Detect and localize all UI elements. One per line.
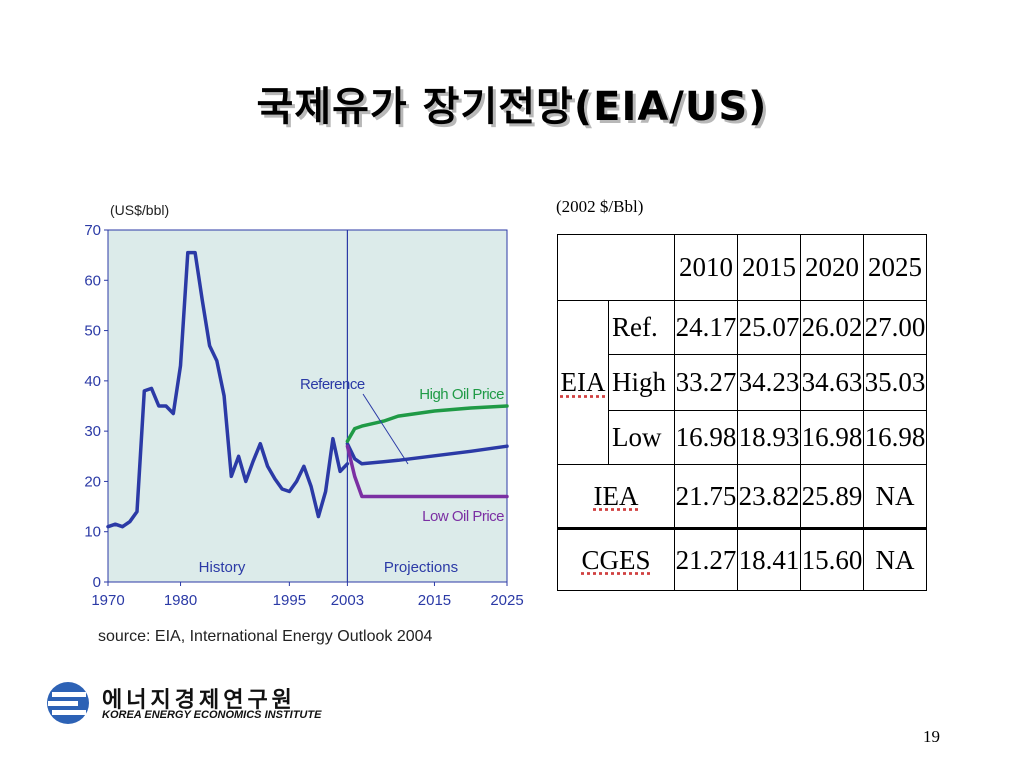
- series-label-low-oil-price: Low Oil Price: [422, 508, 504, 525]
- x-tick-label: 2015: [418, 592, 451, 609]
- table-cell: 33.27: [674, 354, 738, 411]
- table-header-2025: 2025: [863, 234, 927, 301]
- table-cell: 34.63: [800, 354, 864, 411]
- y-tick-label: 0: [93, 574, 101, 591]
- y-tick-label: 50: [84, 323, 101, 340]
- table-header-2010: 2010: [674, 234, 738, 301]
- low-oil-price-line: [345, 444, 509, 499]
- y-tick-label: 20: [84, 473, 101, 490]
- x-tick-label: 1980: [164, 592, 197, 609]
- x-tick-label: 2003: [331, 592, 364, 609]
- slide-title: 국제유가 장기전망(EIA/US): [256, 84, 768, 130]
- page-number: 19: [923, 727, 940, 746]
- table-cell: 18.93: [737, 410, 801, 465]
- table-cell: 24.17: [674, 300, 738, 355]
- x-tick-label: 2025: [490, 592, 523, 609]
- reference-pointer-line: [362, 393, 409, 465]
- table-header-2015: 2015: [737, 234, 801, 301]
- table-cell: NA: [863, 464, 927, 529]
- table-cell: 23.82: [737, 464, 801, 529]
- table-row-label-cges: CGES: [557, 527, 675, 591]
- table-row-label-iea: IEA: [557, 464, 675, 529]
- history-label: History: [199, 559, 246, 576]
- table-row-label-ref: Ref.: [608, 300, 675, 355]
- table-cell: 25.07: [737, 300, 801, 355]
- price-forecast-table: 2010 2015 2020 2025 EIA Ref. 24.17 25.07…: [557, 234, 927, 591]
- y-tick-label: 40: [84, 373, 101, 390]
- table-cell: 15.60: [800, 527, 864, 591]
- table-cell: 35.03: [863, 354, 927, 411]
- high-oil-price-line: [345, 404, 509, 443]
- table-corner-cell: [557, 234, 675, 301]
- table-row-label-high: High: [608, 354, 675, 411]
- x-tick-label: 1970: [91, 592, 124, 609]
- table-cell: 26.02: [800, 300, 864, 355]
- institute-logo: 에너지경제연구원 KOREA ENERGY ECONOMICS INSTITUT…: [44, 680, 374, 726]
- table-cell: 21.75: [674, 464, 738, 529]
- table-unit-label: (2002 $/Bbl): [556, 197, 644, 216]
- reference-line: [345, 441, 509, 466]
- logo-korean-name: 에너지경제연구원: [102, 688, 296, 713]
- series-label-reference: Reference: [300, 376, 365, 393]
- projections-label: Projections: [384, 559, 458, 576]
- table-cell: 34.23: [737, 354, 801, 411]
- x-tick-label: 1995: [273, 592, 306, 609]
- logo-english-name: KOREA ENERGY ECONOMICS INSTITUTE: [102, 709, 322, 721]
- table-cell: 25.89: [800, 464, 864, 529]
- table-cell: NA: [863, 527, 927, 591]
- table-cell: 16.98: [674, 410, 738, 465]
- chart-source-note: source: EIA, International Energy Outloo…: [98, 628, 433, 645]
- table-header-2020: 2020: [800, 234, 864, 301]
- y-tick-label: 60: [84, 272, 101, 289]
- institute-emblem-icon: [47, 682, 89, 724]
- y-tick-label: 30: [84, 423, 101, 440]
- table-cell: 21.27: [674, 527, 738, 591]
- table-row-label-eia: EIA: [557, 300, 609, 465]
- y-axis-unit: (US$/bbl): [110, 202, 169, 218]
- table-cell: 18.41: [737, 527, 801, 591]
- y-tick-label: 70: [84, 222, 101, 239]
- table-cell: 16.98: [800, 410, 864, 465]
- series-label-high-oil-price: High Oil Price: [419, 386, 504, 403]
- oil-price-chart: (US$/bbl) 0 10 20 30 40 50 60 70 1970 1980 1995 2003…: [84, 202, 523, 645]
- table-row-label-low: Low: [608, 410, 675, 465]
- y-tick-label: 10: [84, 524, 101, 541]
- table-cell: 16.98: [863, 410, 927, 465]
- history-line: [106, 250, 350, 529]
- table-cell: 27.00: [863, 300, 927, 355]
